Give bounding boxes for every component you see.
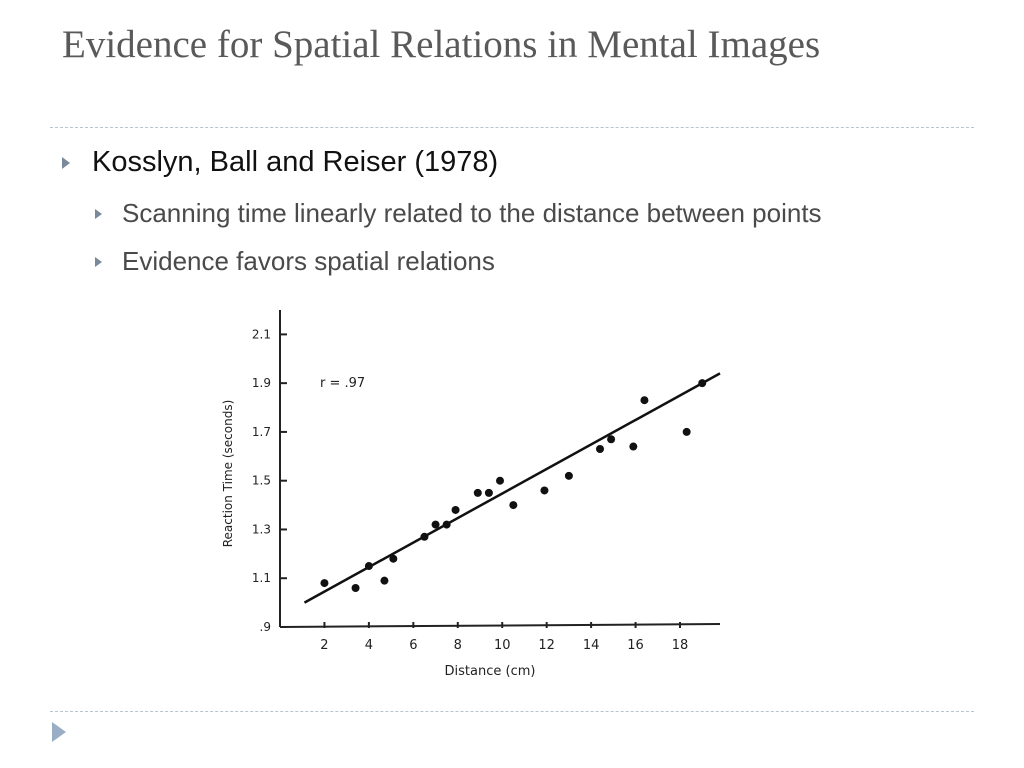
data-point	[540, 486, 549, 495]
x-tick-label: 14	[583, 638, 600, 653]
data-point	[509, 501, 518, 510]
y-tick-label: 1.9	[252, 376, 271, 390]
data-point	[389, 554, 398, 563]
data-point	[420, 532, 429, 541]
data-point	[364, 562, 373, 571]
x-tick-label: 18	[672, 638, 689, 653]
y-tick-label: 1.7	[252, 425, 271, 439]
y-tick-label: 1.5	[252, 474, 271, 488]
data-point	[629, 442, 638, 451]
x-tick-label: 8	[454, 638, 462, 653]
scatter-chart: 2 4 6 8 10 12 14 16 18 .9 1.1 1.3 1.5 1.7 1.9 2.1 Distan…	[221, 310, 721, 679]
x-tick-label: 10	[494, 638, 511, 653]
data-point	[484, 488, 493, 497]
correlation-annotation: r = .97	[320, 376, 365, 391]
y-tick-label: 1.3	[252, 522, 271, 536]
data-point	[442, 520, 451, 529]
y-axis-label: Reaction Time (seconds)	[221, 400, 235, 548]
regression-line	[303, 372, 721, 604]
y-tick-label: 2.1	[252, 327, 271, 341]
sub-bullet-item: Evidence favors spatial relations	[95, 246, 495, 277]
data-point	[640, 396, 649, 405]
data-point	[596, 444, 604, 453]
play-arrow-icon[interactable]	[52, 722, 66, 742]
slide-title: Evidence for Spatial Relations in Mental…	[62, 23, 821, 66]
y-tick-label: 1.1	[252, 571, 271, 585]
triangle-right-icon	[95, 208, 102, 219]
data-point	[351, 583, 360, 592]
sub-bullet-text: Scanning time linearly related to the di…	[122, 198, 822, 228]
data-point	[496, 476, 504, 485]
x-tick-label: 12	[538, 638, 555, 653]
data-point	[431, 520, 440, 529]
triangle-right-icon	[95, 256, 102, 267]
x-axis-label: Distance (cm)	[445, 664, 536, 679]
data-point	[564, 471, 573, 480]
data-point	[682, 427, 691, 436]
sub-bullet-text: Evidence favors spatial relations	[122, 246, 495, 276]
triangle-right-icon	[62, 156, 70, 169]
bullet-text: Kosslyn, Ball and Reiser (1978)	[92, 146, 499, 178]
x-tick-label: 6	[409, 638, 417, 653]
data-point	[380, 576, 389, 585]
data-point	[320, 579, 329, 588]
data-point	[607, 435, 616, 444]
title-divider	[50, 127, 974, 128]
sub-bullet-item: Scanning time linearly related to the di…	[95, 198, 822, 229]
x-axis-line	[279, 623, 721, 628]
data-point	[473, 488, 482, 497]
data-point	[451, 505, 460, 514]
x-tick-label: 16	[627, 638, 644, 653]
data-point	[698, 379, 707, 388]
x-tick-label: 2	[320, 638, 328, 653]
x-tick-label: 4	[365, 638, 373, 653]
y-tick-label: .9	[260, 620, 271, 634]
footer-divider	[50, 711, 974, 712]
bullet-item: Kosslyn, Ball and Reiser (1978)	[62, 146, 498, 179]
